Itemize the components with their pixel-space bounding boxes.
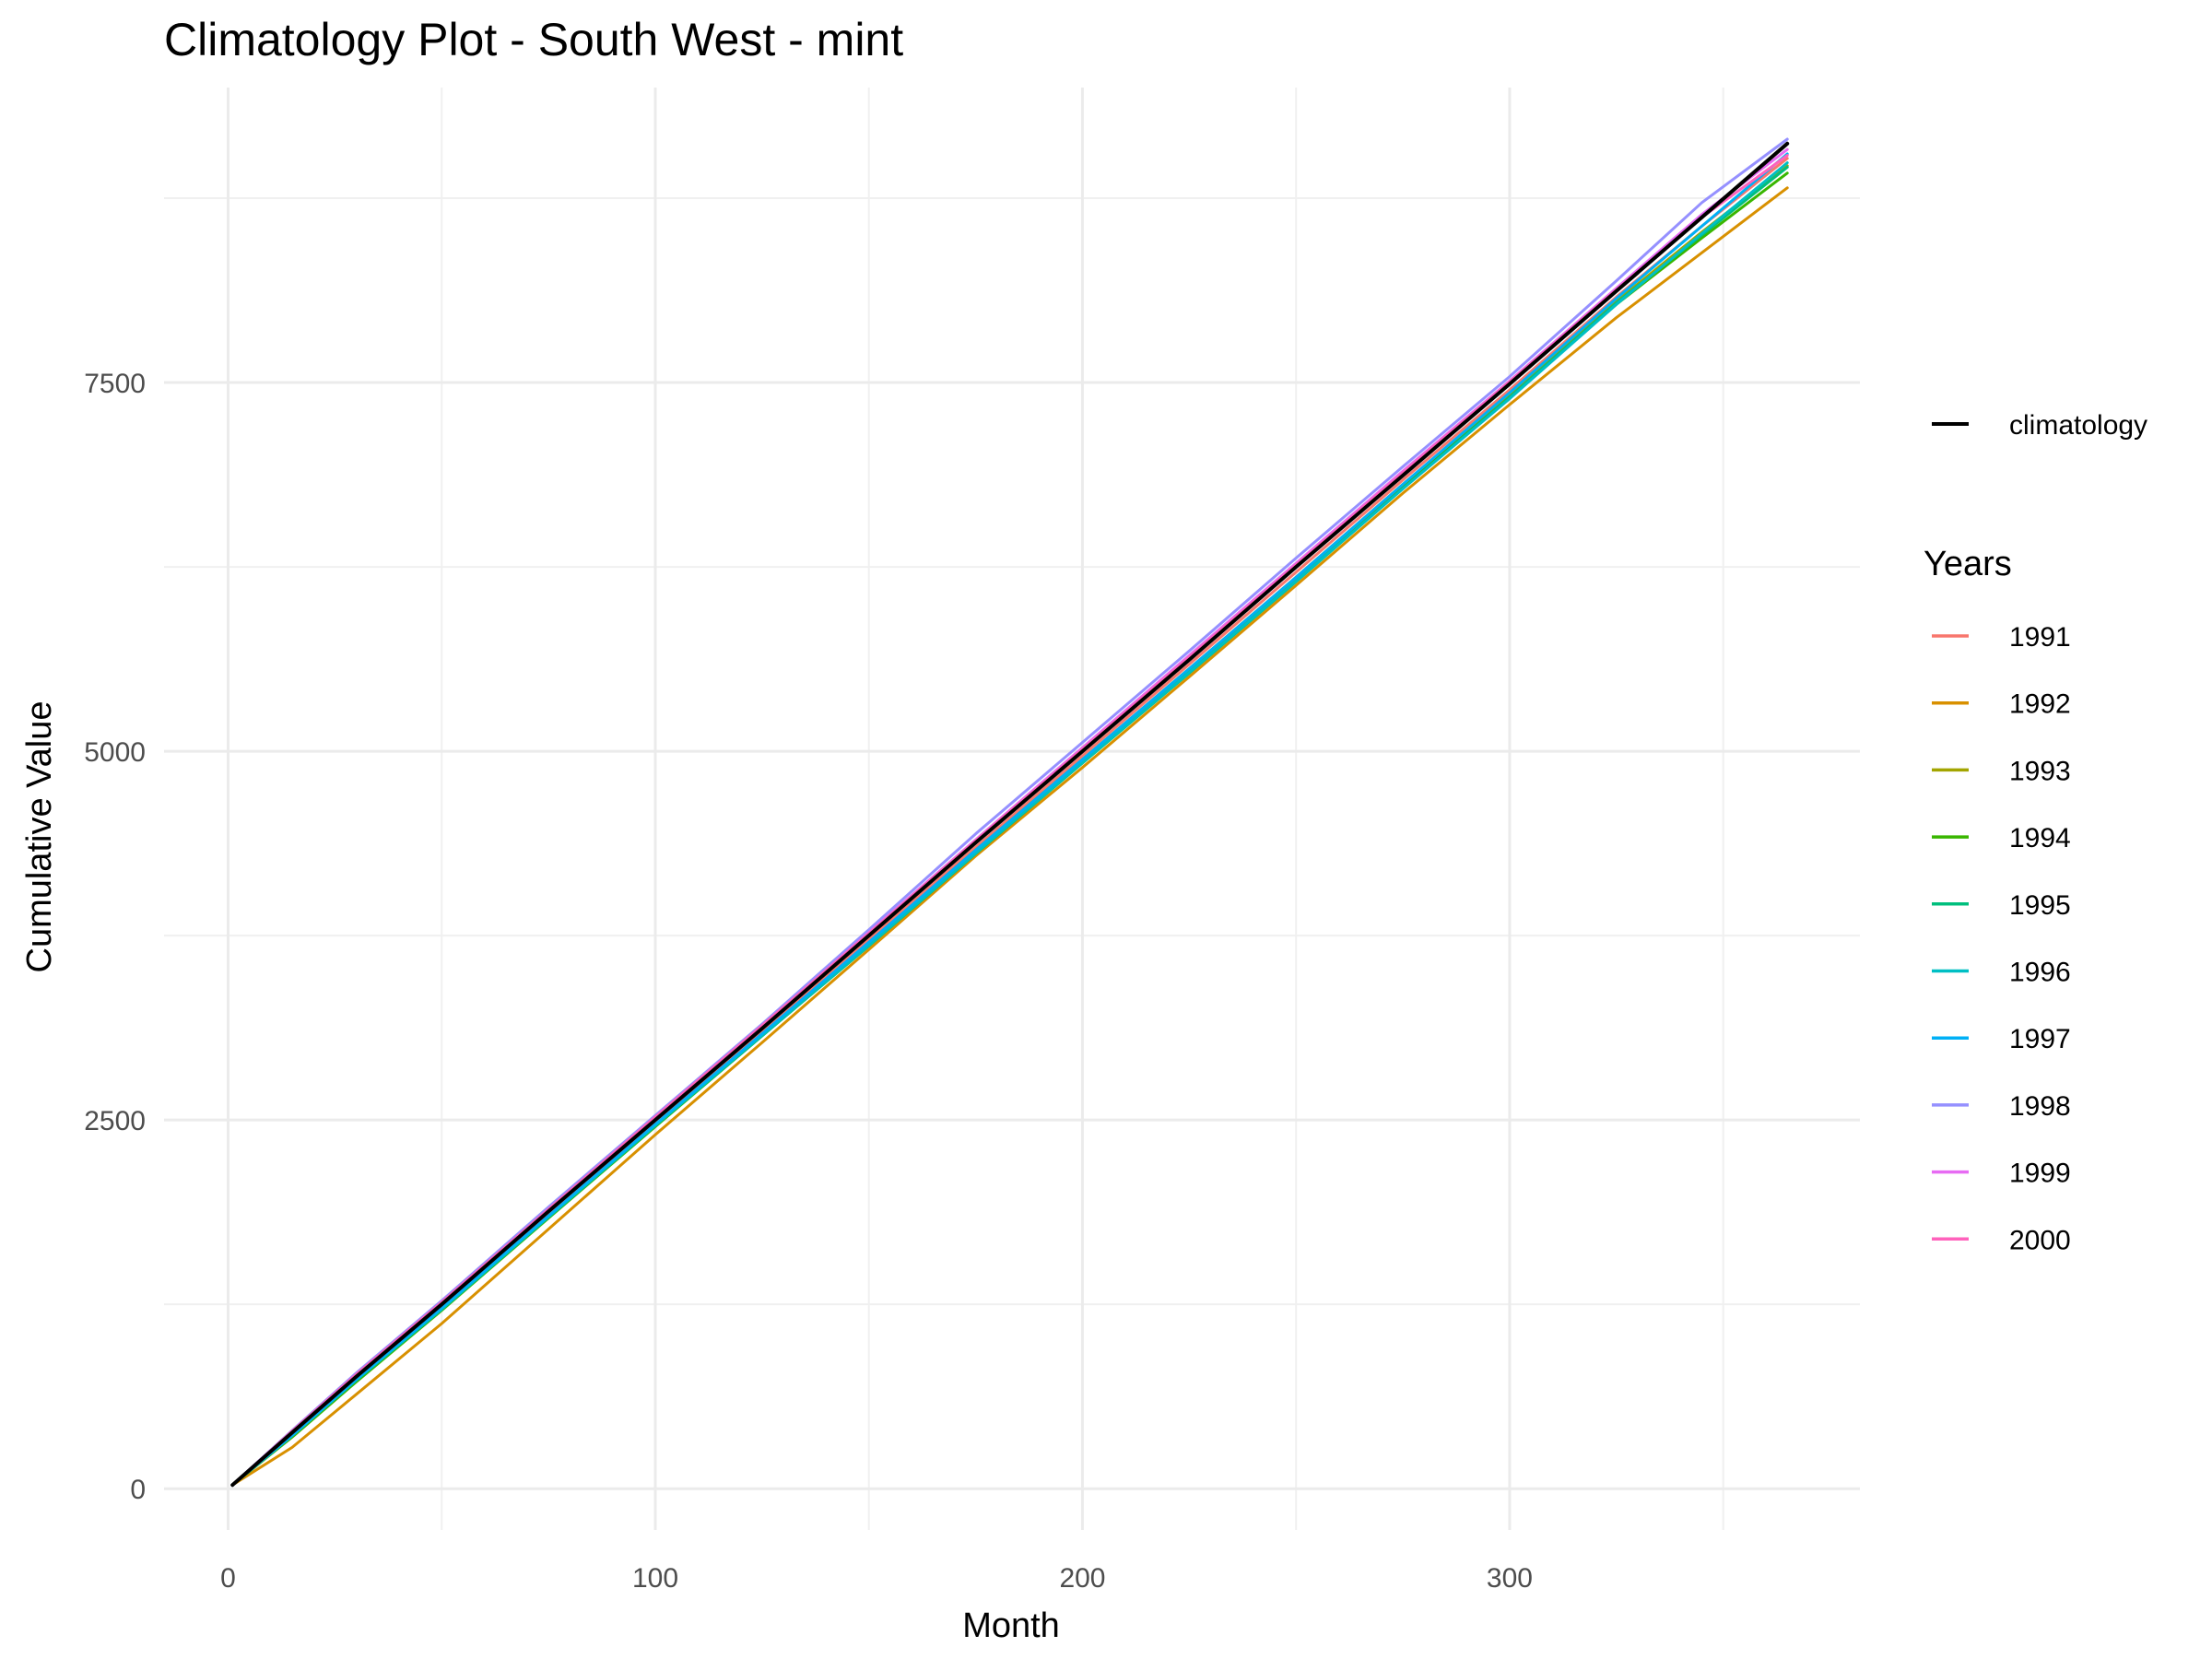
series-line-1997 [230,152,1789,1487]
legend-item-1995: 1995 [1932,890,2071,921]
legend-item-1994: 1994 [1932,823,2071,853]
legend-item-1999: 1999 [1932,1159,2071,1189]
legend-item-1996: 1996 [1932,958,2071,988]
y-tick-label: 5000 [84,737,146,768]
legend-label-1991: 1991 [2009,622,2071,653]
legend-item-1998: 1998 [1932,1091,2071,1122]
legend-label-2000: 2000 [2009,1225,2071,1255]
legend-item-1991: 1991 [1932,622,2071,653]
legend-item-climatology: climatology [1932,410,2147,441]
x-tick-label: 0 [220,1563,236,1594]
y-axis-tick-labels: 0 2500 5000 7500 [84,369,146,1505]
legend-label-1995: 1995 [2009,890,2071,921]
major-gridlines [164,88,1860,1530]
y-tick-label: 7500 [84,369,146,399]
legend-label-climatology: climatology [2009,410,2147,441]
legend-label-1996: 1996 [2009,958,2071,988]
legend-label-1997: 1997 [2009,1024,2071,1054]
legend-item-1997: 1997 [1932,1024,2071,1054]
series-lines [230,137,1790,1488]
x-tick-label: 300 [1487,1563,1533,1594]
legend: climatology Years 1991199219931994199519… [1924,410,2147,1255]
chart-title: Climatology Plot - South West - mint [164,14,903,65]
legend-label-1992: 1992 [2009,689,2071,720]
legend-label-1994: 1994 [2009,823,2071,853]
series-line-1992 [230,186,1789,1487]
legend-item-1992: 1992 [1932,689,2071,720]
legend-item-1993: 1993 [1932,756,2071,786]
x-axis-title: Month [962,1606,1060,1645]
x-tick-label: 100 [632,1563,678,1594]
legend-years: 1991 1992 1993 1994 1995 1996 1997 1998 1999 2000 [1932,622,2071,1255]
legend-label-1999: 1999 [2009,1159,2071,1189]
series-line-climatology [230,141,1790,1488]
y-tick-label: 2500 [84,1106,146,1136]
y-tick-label: 0 [130,1475,146,1505]
x-axis-tick-labels: 0 100 200 300 [220,1563,1533,1594]
y-axis-title: Cumulative Value [20,700,59,972]
legend-label-1993: 1993 [2009,756,2071,786]
legend-title: Years [1924,545,2012,583]
legend-item-2000: 2000 [1932,1225,2071,1255]
x-tick-label: 200 [1059,1563,1105,1594]
legend-label-1998: 1998 [2009,1091,2071,1122]
